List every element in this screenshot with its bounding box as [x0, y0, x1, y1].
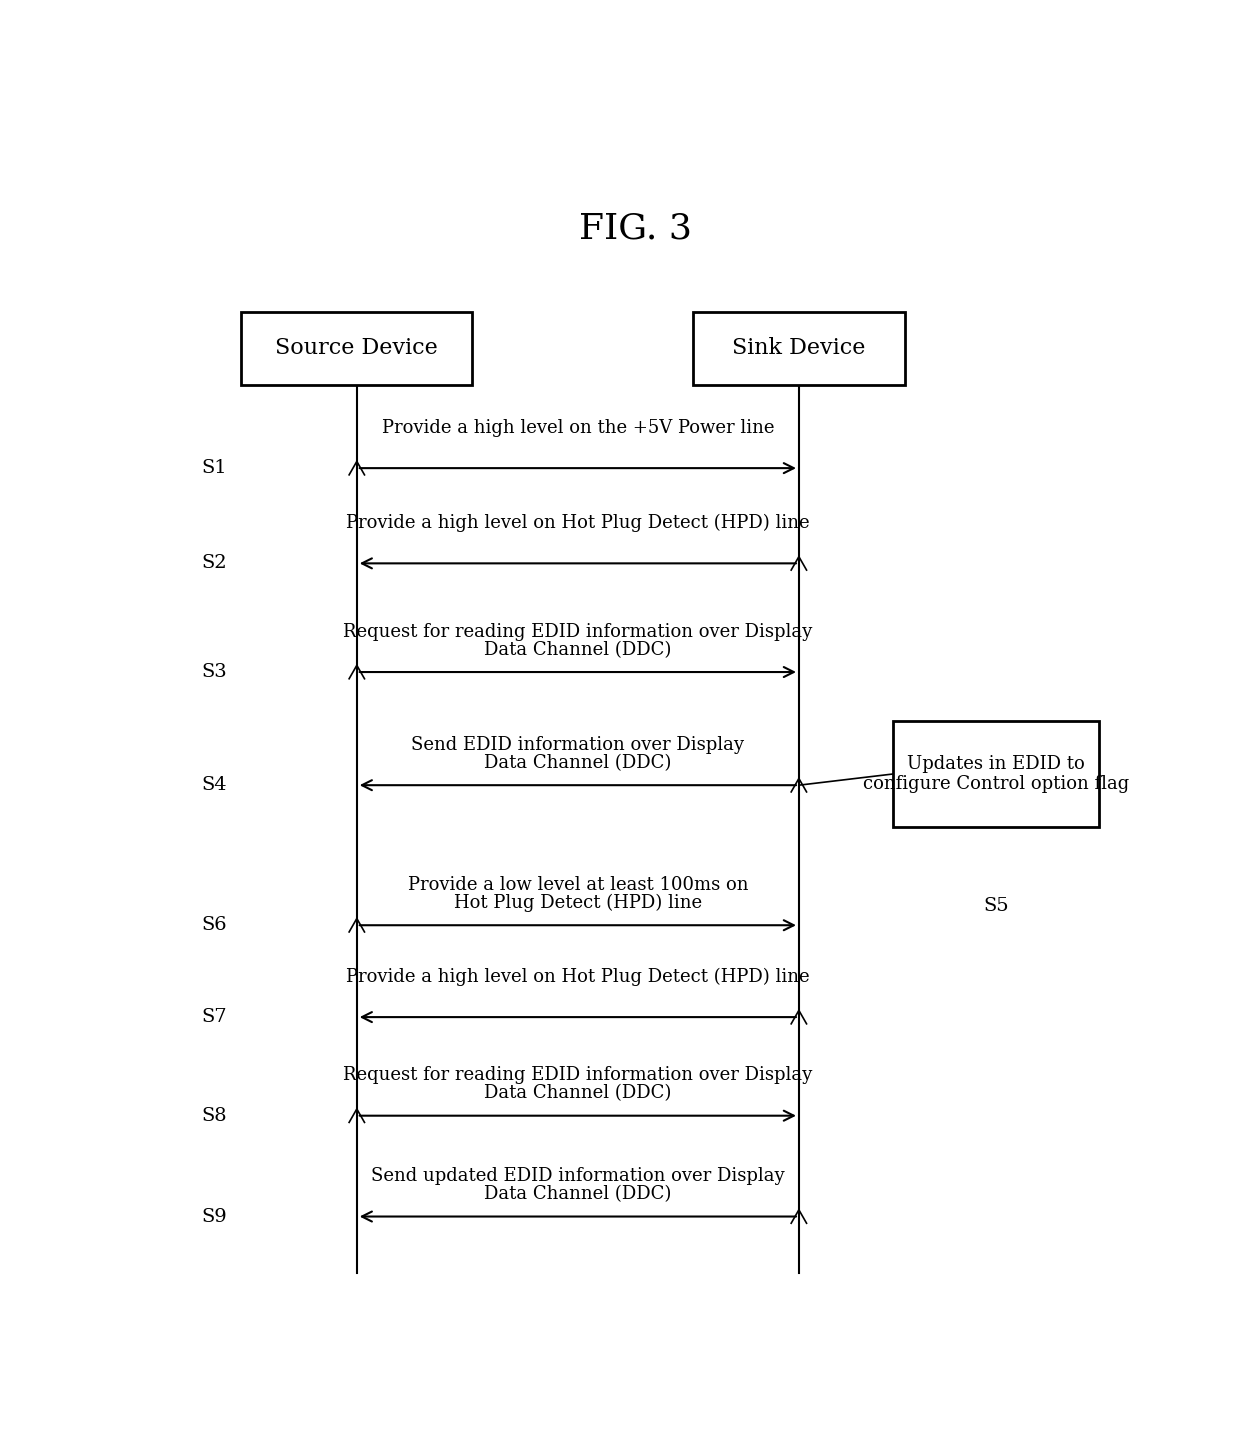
Text: S4: S4	[201, 776, 227, 794]
Text: Source Device: Source Device	[275, 338, 438, 359]
Text: Data Channel (DDC): Data Channel (DDC)	[484, 754, 672, 771]
Text: S1: S1	[201, 460, 227, 477]
Text: Send EDID information over Display: Send EDID information over Display	[412, 736, 744, 754]
Text: Updates in EDID to
configure Control option flag: Updates in EDID to configure Control opt…	[863, 755, 1128, 793]
Text: S2: S2	[201, 554, 227, 572]
Text: Data Channel (DDC): Data Channel (DDC)	[484, 640, 672, 659]
Text: Data Channel (DDC): Data Channel (DDC)	[484, 1184, 672, 1203]
Text: Provide a high level on Hot Plug Detect (HPD) line: Provide a high level on Hot Plug Detect …	[346, 514, 810, 533]
Text: Send updated EDID information over Display: Send updated EDID information over Displ…	[371, 1167, 785, 1186]
Text: S3: S3	[201, 663, 227, 681]
Text: Hot Plug Detect (HPD) line: Hot Plug Detect (HPD) line	[454, 893, 702, 912]
Text: Provide a high level on Hot Plug Detect (HPD) line: Provide a high level on Hot Plug Detect …	[346, 968, 810, 985]
FancyBboxPatch shape	[693, 311, 905, 384]
Text: Sink Device: Sink Device	[732, 338, 866, 359]
Text: FIG. 3: FIG. 3	[579, 211, 692, 246]
Text: S6: S6	[201, 917, 227, 934]
Text: Request for reading EDID information over Display: Request for reading EDID information ove…	[343, 1067, 812, 1084]
Text: Data Channel (DDC): Data Channel (DDC)	[484, 1084, 672, 1103]
Text: S7: S7	[201, 1008, 227, 1026]
FancyBboxPatch shape	[893, 720, 1099, 828]
Text: S5: S5	[983, 898, 1008, 915]
FancyBboxPatch shape	[242, 311, 472, 384]
Text: Request for reading EDID information over Display: Request for reading EDID information ove…	[343, 623, 812, 640]
Text: S9: S9	[201, 1208, 227, 1225]
Text: Provide a high level on the +5V Power line: Provide a high level on the +5V Power li…	[382, 419, 774, 436]
Text: S8: S8	[201, 1107, 227, 1125]
Text: Provide a low level at least 100ms on: Provide a low level at least 100ms on	[408, 876, 748, 893]
